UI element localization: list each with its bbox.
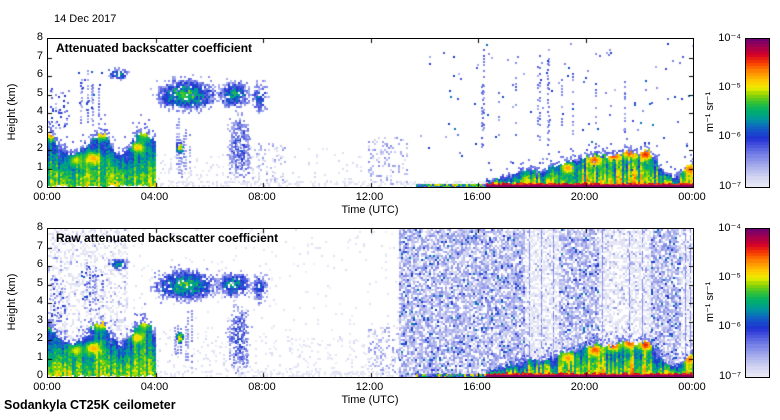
y-tick-label: 0 [36,179,43,191]
bottom-colorbar-unit-label: m⁻¹ sr⁻¹ [704,281,716,323]
y-tick-label: 6 [36,68,43,80]
x-tick-label: 00:00 [33,191,61,203]
bottom-colorbar [745,228,770,378]
y-tick-label: 0 [36,369,43,381]
top-colorbar-unit-label: m⁻¹ sr⁻¹ [704,91,716,133]
y-tick-label: 1 [36,160,43,173]
bottom-heatmap-canvas [48,229,693,377]
y-tick-label: 7 [36,239,43,252]
bottom-colorbar-tick-1e-5: 10⁻⁵ [718,271,741,283]
x-tick-label: 04:00 [140,381,169,393]
bottom-colorbar-tick-1e-6: 10⁻⁶ [718,320,741,332]
y-tick-label: 7 [36,49,43,62]
y-tick-label: 4 [36,105,43,117]
bottom-panel: Raw attenuated backscatter coefficient [47,228,694,378]
top-heatmap-canvas [48,39,693,187]
y-tick-label: 5 [36,86,43,99]
top-colorbar-tick-1e-6: 10⁻⁶ [718,130,741,142]
instrument-label: Sodankyla CT25K ceilometer [4,398,176,412]
x-tick-label: 16:00 [463,381,491,393]
x-tick-label: 12:00 [355,191,384,203]
top-colorbar-canvas [746,39,769,187]
x-tick-label: 00:00 [33,381,61,393]
y-tick-label: 5 [36,276,43,289]
x-tick-label: 08:00 [248,191,276,203]
bottom-colorbar-tick-1e-4: 10⁻⁴ [718,222,741,234]
bottom-colorbar-tick-1e-7: 10⁻⁷ [718,370,741,382]
x-tick-label: 04:00 [140,191,169,203]
x-tick-label: 00:00 [678,191,706,203]
x-tick-label: 00:00 [678,381,706,393]
top-colorbar-tick-1e-7: 10⁻⁷ [718,180,741,192]
x-tick-label: 08:00 [248,381,276,393]
bottom-y-axis-label: Height (km) [6,273,18,331]
top-colorbar [745,38,770,188]
x-tick-label: 20:00 [570,191,599,203]
y-tick-label: 2 [36,332,43,344]
bottom-colorbar-canvas [746,229,769,377]
y-tick-label: 8 [36,221,43,233]
y-tick-label: 1 [36,350,43,363]
x-tick-label: 12:00 [355,381,384,393]
top-panel: Attenuated backscatter coefficient [47,38,694,188]
x-tick-label: 16:00 [463,191,491,203]
y-tick-label: 2 [36,142,43,154]
date-label: 14 Dec 2017 [54,13,117,25]
top-y-axis-label: Height (km) [6,83,18,141]
y-tick-label: 3 [36,313,43,326]
y-tick-label: 3 [36,123,43,136]
bottom-x-axis-label: Time (UTC) [341,394,399,406]
top-panel-title: Attenuated backscatter coefficient [56,41,253,55]
y-tick-label: 4 [36,295,43,307]
x-tick-label: 20:00 [570,381,599,393]
y-tick-label: 8 [36,31,43,43]
y-tick-label: 6 [36,258,43,270]
bottom-panel-title: Raw attenuated backscatter coefficient [56,231,279,245]
top-x-axis-label: Time (UTC) [341,204,399,216]
top-colorbar-tick-1e-4: 10⁻⁴ [718,32,741,44]
top-colorbar-tick-1e-5: 10⁻⁵ [718,81,741,93]
